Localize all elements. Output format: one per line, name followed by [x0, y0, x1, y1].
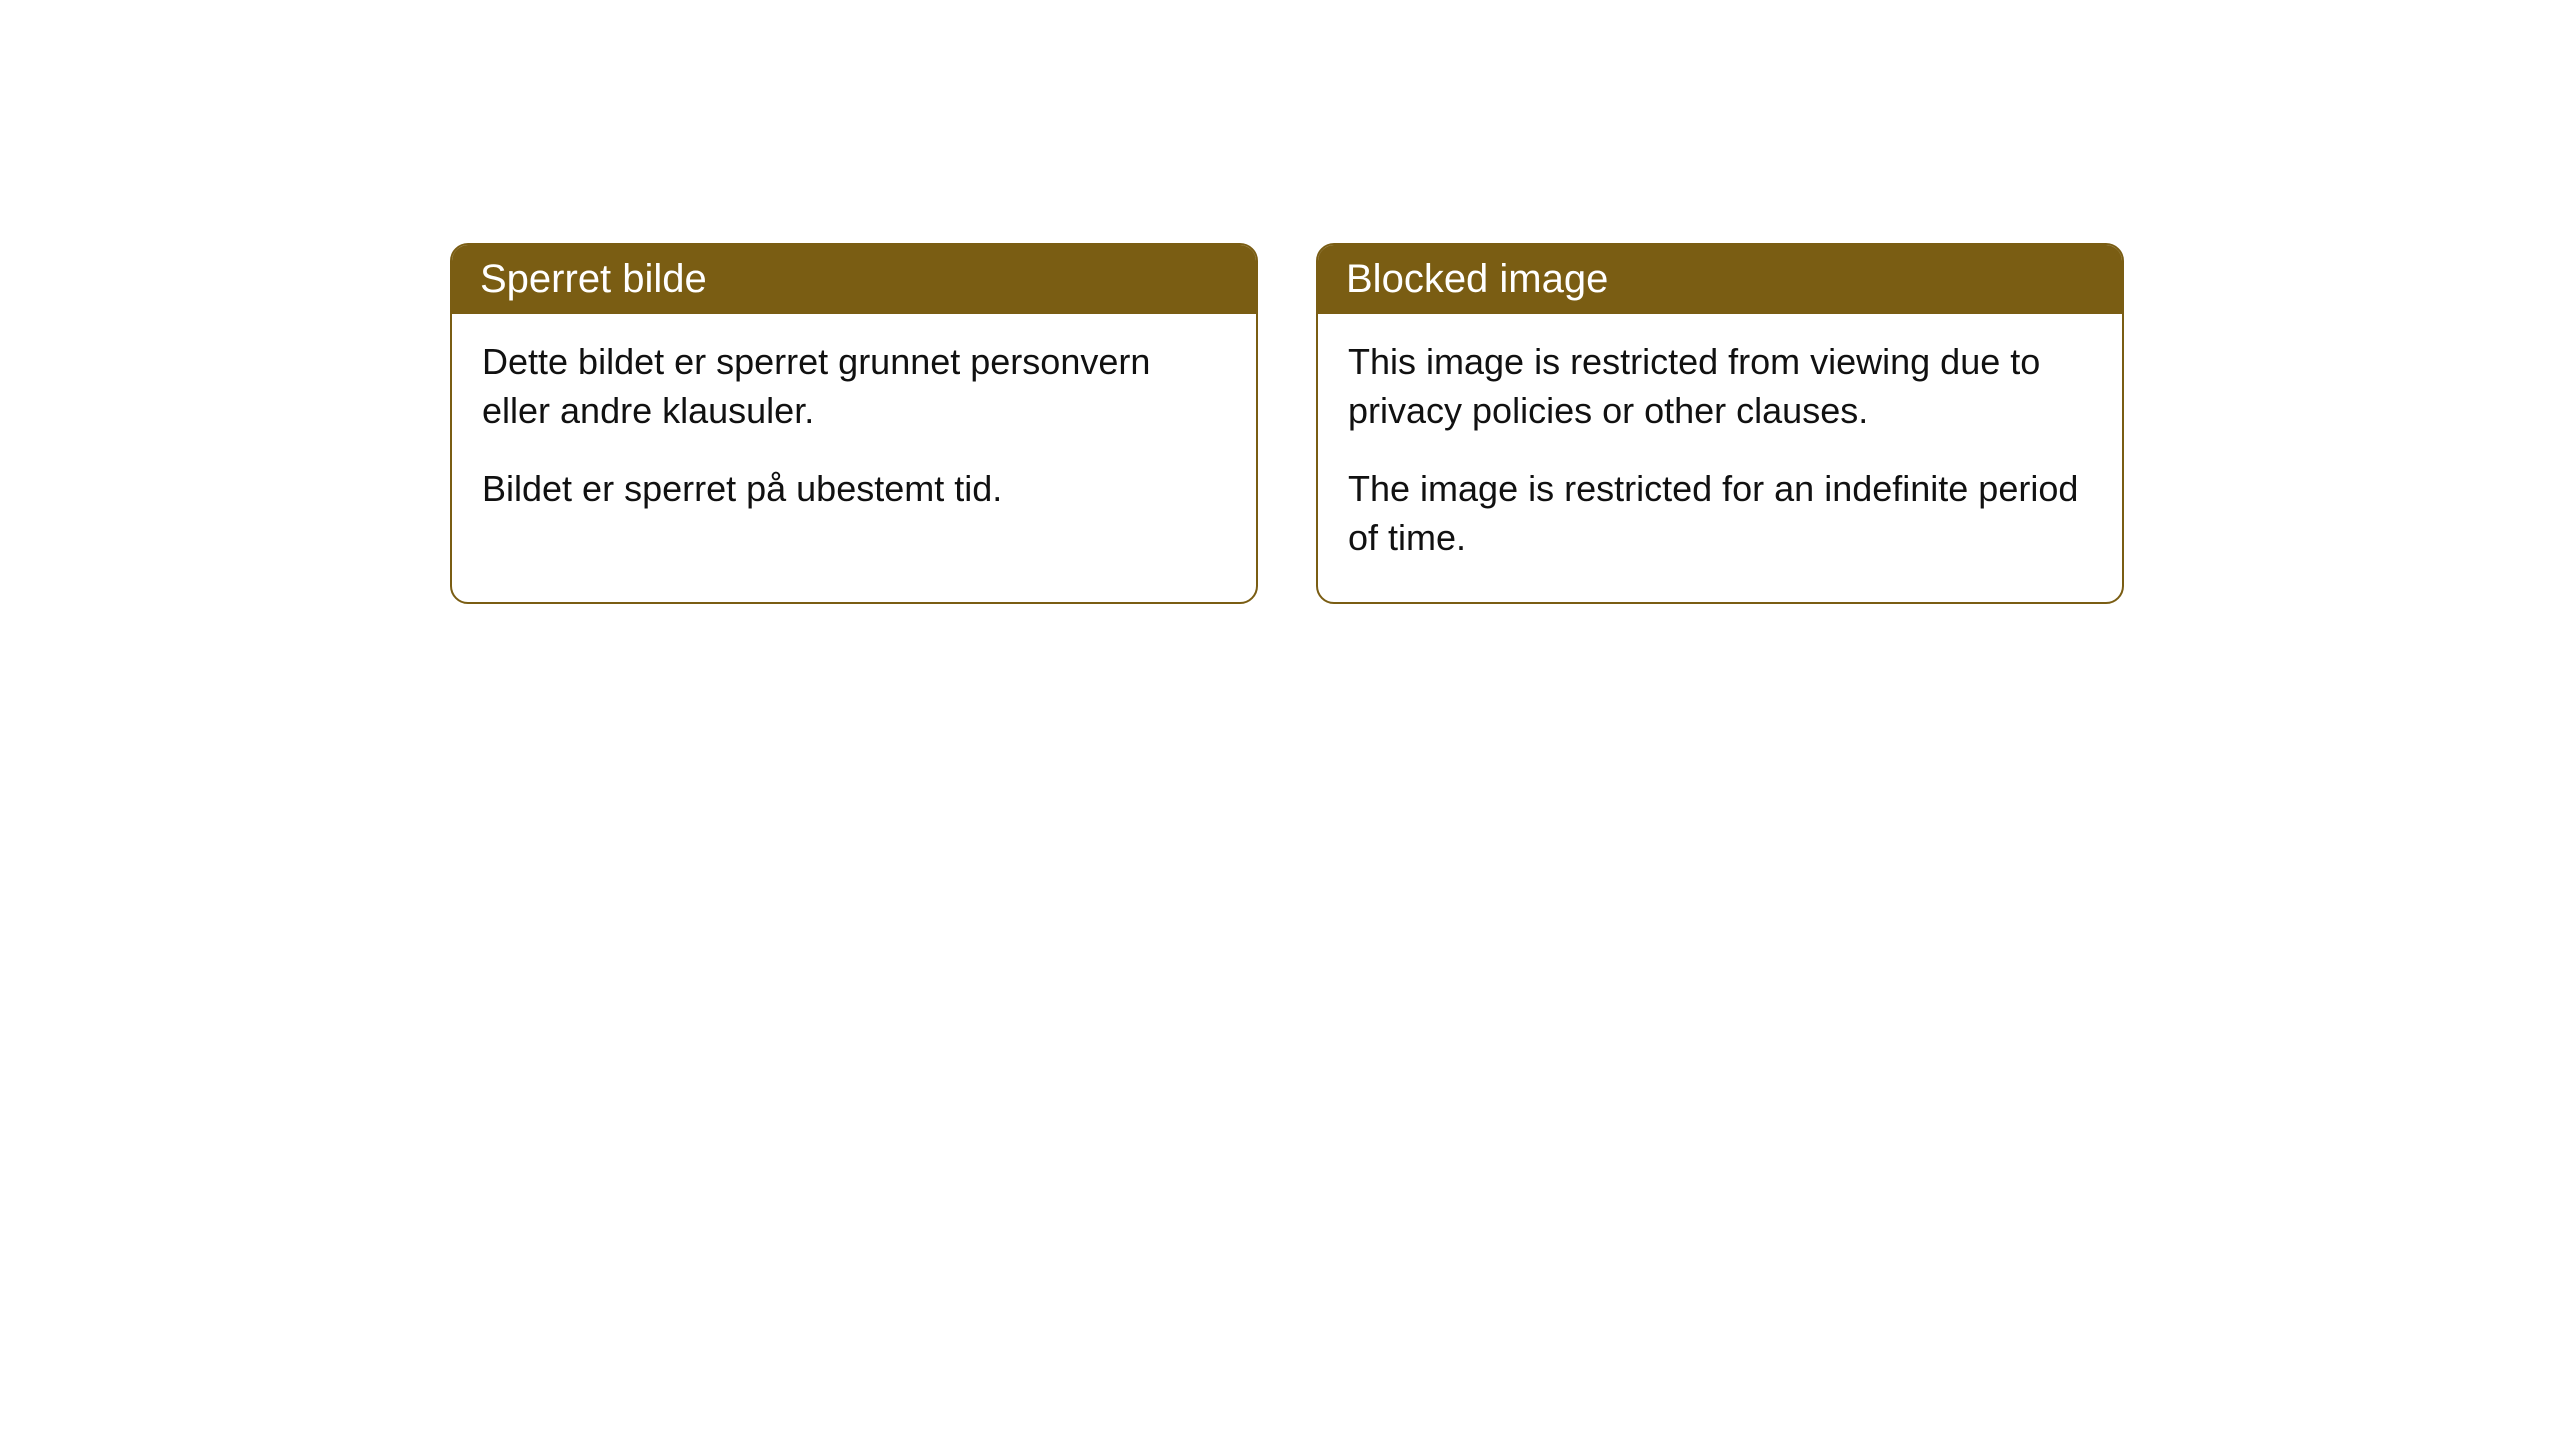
card-body: This image is restricted from viewing du…: [1318, 314, 2122, 602]
card-paragraph: The image is restricted for an indefinit…: [1348, 465, 2092, 562]
card-title: Sperret bilde: [480, 257, 707, 301]
notice-card-norwegian: Sperret bilde Dette bildet er sperret gr…: [450, 243, 1258, 604]
notice-card-english: Blocked image This image is restricted f…: [1316, 243, 2124, 604]
notice-cards-container: Sperret bilde Dette bildet er sperret gr…: [450, 243, 2124, 604]
card-header: Sperret bilde: [452, 245, 1256, 314]
card-paragraph: Dette bildet er sperret grunnet personve…: [482, 338, 1226, 435]
card-header: Blocked image: [1318, 245, 2122, 314]
card-paragraph: Bildet er sperret på ubestemt tid.: [482, 465, 1226, 514]
card-paragraph: This image is restricted from viewing du…: [1348, 338, 2092, 435]
card-title: Blocked image: [1346, 257, 1608, 301]
card-body: Dette bildet er sperret grunnet personve…: [452, 314, 1256, 554]
